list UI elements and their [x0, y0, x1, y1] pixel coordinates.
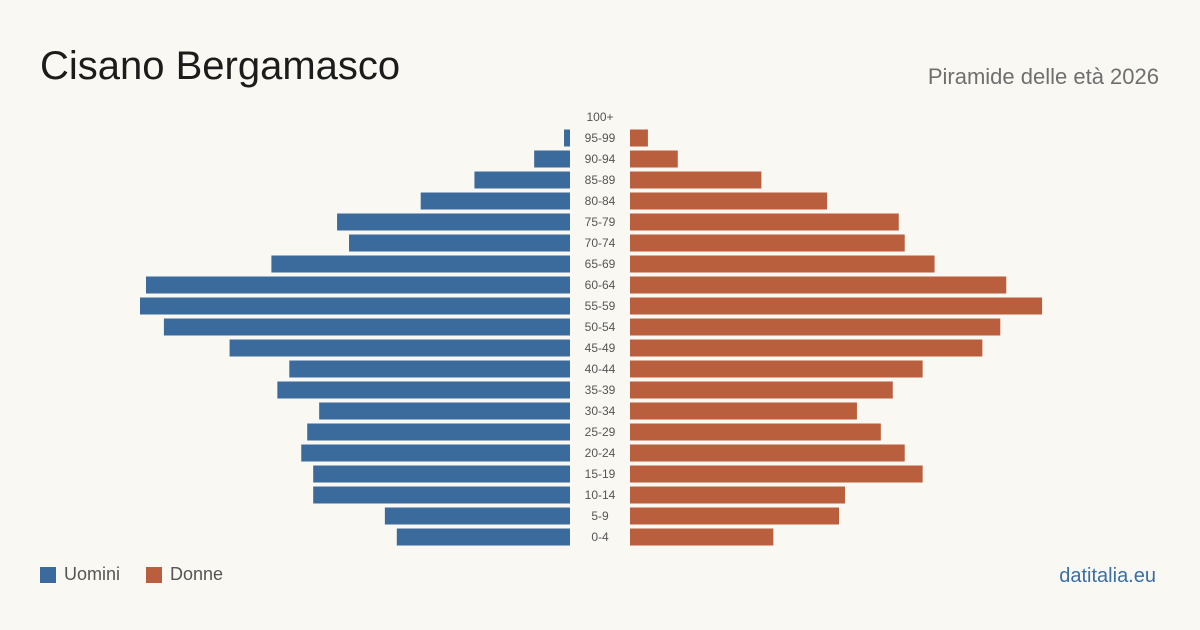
- bar-men-70-74: [349, 234, 570, 252]
- bar-men-75-79: [337, 213, 570, 231]
- age-label-40-44: 40-44: [585, 362, 616, 376]
- bar-men-30-34: [319, 402, 570, 420]
- bar-women-65-69: [630, 255, 935, 273]
- bar-women-55-59: [630, 297, 1043, 315]
- age-label-100plus: 100+: [586, 110, 613, 124]
- age-label-25-29: 25-29: [585, 425, 616, 439]
- age-label-10-14: 10-14: [585, 488, 616, 502]
- bar-women-20-24: [630, 444, 905, 462]
- bar-men-15-19: [313, 465, 570, 483]
- chart-subtitle: Piramide delle età 2026: [927, 64, 1159, 89]
- age-label-50-54: 50-54: [585, 320, 616, 334]
- page-title: Cisano Bergamasco: [40, 44, 401, 88]
- bar-men-55-59: [140, 297, 570, 315]
- age-label-30-34: 30-34: [585, 404, 616, 418]
- bar-women-75-79: [630, 213, 899, 231]
- age-label-60-64: 60-64: [585, 278, 616, 292]
- bar-women-35-39: [630, 381, 893, 399]
- bar-men-50-54: [163, 318, 570, 336]
- age-label-80-84: 80-84: [585, 194, 616, 208]
- age-label-65-69: 65-69: [585, 257, 616, 271]
- bar-men-25-29: [307, 423, 570, 441]
- age-label-0-4: 0-4: [591, 530, 609, 544]
- bar-women-40-44: [630, 360, 923, 378]
- age-label-45-49: 45-49: [585, 341, 616, 355]
- bar-women-80-84: [630, 192, 828, 210]
- legend: Uomini Donne: [40, 564, 249, 585]
- age-label-70-74: 70-74: [585, 236, 616, 250]
- legend-label-women: Donne: [170, 564, 224, 584]
- legend-item-women: Donne: [146, 564, 223, 585]
- bar-men-95-99: [564, 129, 570, 147]
- age-label-95-99: 95-99: [585, 131, 616, 145]
- bar-women-25-29: [630, 423, 881, 441]
- bar-women-70-74: [630, 234, 905, 252]
- age-label-35-39: 35-39: [585, 383, 616, 397]
- bar-women-50-54: [630, 318, 1001, 336]
- bar-women-45-49: [630, 339, 983, 357]
- bar-women-5-9: [630, 507, 840, 525]
- bar-women-10-14: [630, 486, 845, 504]
- bar-men-0-4: [396, 528, 570, 546]
- bar-women-0-4: [630, 528, 774, 546]
- bar-men-85-89: [474, 171, 570, 189]
- bar-men-90-94: [534, 150, 570, 168]
- bar-men-60-64: [145, 276, 570, 294]
- age-label-55-59: 55-59: [585, 299, 616, 313]
- age-label-15-19: 15-19: [585, 467, 616, 481]
- bar-women-90-94: [630, 150, 678, 168]
- bar-men-10-14: [313, 486, 570, 504]
- age-label-5-9: 5-9: [591, 509, 609, 523]
- bar-men-65-69: [271, 255, 570, 273]
- bar-women-15-19: [630, 465, 923, 483]
- bar-men-20-24: [301, 444, 570, 462]
- bar-women-95-99: [630, 129, 648, 147]
- bar-men-45-49: [229, 339, 571, 357]
- legend-item-men: Uomini: [40, 564, 120, 585]
- age-label-20-24: 20-24: [585, 446, 616, 460]
- brand-link[interactable]: datitalia.eu: [1059, 565, 1156, 587]
- bar-women-85-89: [630, 171, 762, 189]
- bar-men-80-84: [420, 192, 570, 210]
- bar-men-40-44: [289, 360, 570, 378]
- legend-label-men: Uomini: [64, 564, 121, 584]
- legend-swatch-women: [146, 566, 163, 583]
- age-label-90-94: 90-94: [585, 152, 616, 166]
- legend-swatch-men: [40, 566, 56, 583]
- age-label-85-89: 85-89: [585, 173, 616, 187]
- bar-men-5-9: [384, 507, 570, 525]
- bar-women-60-64: [630, 276, 1007, 294]
- age-label-75-79: 75-79: [585, 215, 616, 229]
- bar-men-35-39: [277, 381, 570, 399]
- bar-women-30-34: [630, 402, 857, 420]
